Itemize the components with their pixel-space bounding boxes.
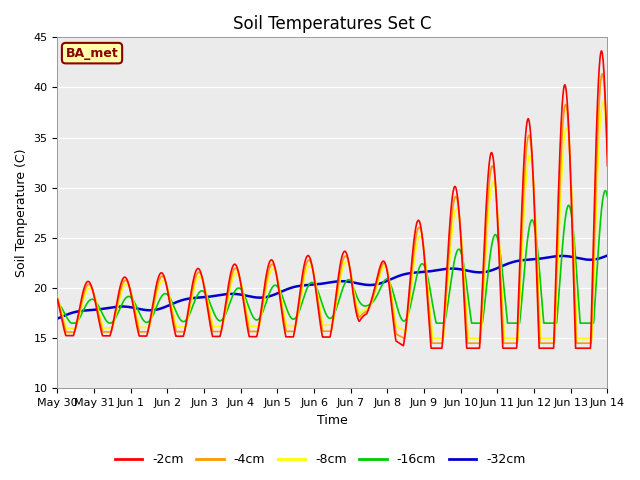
Title: Soil Temperatures Set C: Soil Temperatures Set C bbox=[233, 15, 431, 33]
Text: BA_met: BA_met bbox=[66, 47, 118, 60]
Legend: -2cm, -4cm, -8cm, -16cm, -32cm: -2cm, -4cm, -8cm, -16cm, -32cm bbox=[109, 448, 531, 471]
Y-axis label: Soil Temperature (C): Soil Temperature (C) bbox=[15, 149, 28, 277]
X-axis label: Time: Time bbox=[317, 414, 348, 427]
